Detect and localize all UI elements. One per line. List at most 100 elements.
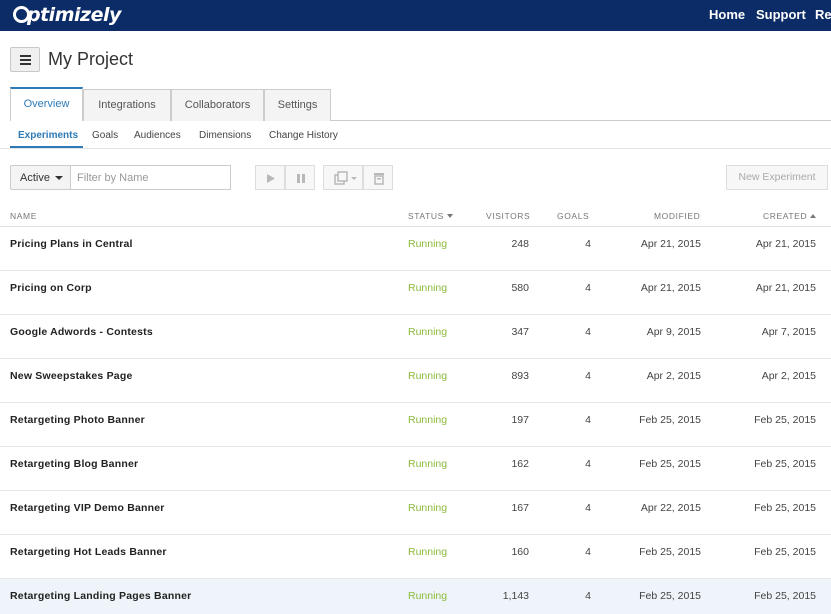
modified-cell: Apr 22, 2015 [640, 502, 701, 514]
status-filter-value: Active [20, 172, 50, 184]
status-cell: Running [408, 590, 448, 602]
sort-asc-icon [810, 214, 817, 218]
tab-collaborators[interactable]: Collaborators [171, 89, 264, 121]
goals-cell: 4 [585, 546, 591, 558]
table-row[interactable]: Pricing on Corp Running 580 4 Apr 21, 2015 Ap… [0, 271, 831, 315]
modified-cell: Apr 21, 2015 [640, 282, 701, 294]
table-row[interactable]: Retargeting Hot Leads Banner Running 160 4 F… [0, 535, 831, 579]
archive-icon [374, 173, 384, 185]
experiment-name-link[interactable]: New Sweepstakes Page [10, 370, 133, 382]
filter-by-name-input[interactable] [70, 165, 231, 190]
column-header-name[interactable]: NAME [10, 211, 37, 221]
status-cell: Running [408, 502, 448, 514]
subtab-audiences[interactable]: Audiences [134, 130, 181, 141]
visitors-cell: 580 [511, 282, 529, 294]
duplicate-icon [334, 171, 357, 185]
created-cell: Apr 21, 2015 [755, 282, 816, 294]
status-cell: Running [408, 326, 448, 338]
table-row[interactable]: Retargeting Blog Banner Running 162 4 Feb 25… [0, 447, 831, 491]
experiment-name-link[interactable]: Google Adwords - Contests [10, 326, 153, 338]
menu-button[interactable] [10, 47, 40, 72]
new-experiment-button[interactable]: New Experiment [726, 165, 828, 190]
created-cell: Apr 7, 2015 [761, 326, 816, 338]
hamburger-icon-bar [20, 63, 31, 65]
pause-icon [297, 174, 305, 183]
column-header-created[interactable]: CREATED [763, 211, 817, 221]
goals-cell: 4 [585, 414, 591, 426]
column-header-goals[interactable]: GOALS [557, 211, 590, 221]
goals-cell: 4 [585, 326, 591, 338]
table-row[interactable]: Google Adwords - Contests Running 347 4 Apr … [0, 315, 831, 359]
table-row[interactable]: New Sweepstakes Page Running 893 4 Apr 2, 20… [0, 359, 831, 403]
column-header-visitors[interactable]: VISITORS [486, 211, 531, 221]
duplicate-button[interactable] [323, 165, 363, 190]
start-button[interactable] [255, 165, 285, 190]
logo-o-mark [13, 6, 30, 23]
experiment-name-link[interactable]: Retargeting Hot Leads Banner [10, 546, 167, 558]
created-cell: Feb 25, 2015 [754, 546, 816, 558]
goals-cell: 4 [585, 282, 591, 294]
sort-desc-icon [446, 214, 453, 218]
created-cell: Feb 25, 2015 [754, 414, 816, 426]
chevron-down-icon [55, 176, 63, 180]
modified-cell: Feb 25, 2015 [639, 414, 701, 426]
created-cell: Apr 2, 2015 [761, 370, 816, 382]
column-header-status[interactable]: STATUS [408, 211, 453, 221]
modified-cell: Apr 2, 2015 [646, 370, 701, 382]
visitors-cell: 893 [511, 370, 529, 382]
experiment-name-link[interactable]: Pricing on Corp [10, 282, 92, 294]
modified-cell: Apr 21, 2015 [640, 238, 701, 250]
created-cell: Feb 25, 2015 [754, 458, 816, 470]
subtab-experiments[interactable]: Experiments [18, 130, 79, 141]
status-cell: Running [408, 546, 448, 558]
tab-settings[interactable]: Settings [264, 89, 331, 121]
project-title: My Project [48, 49, 134, 69]
experiment-name-link[interactable]: Retargeting Blog Banner [10, 458, 139, 470]
modified-cell: Feb 25, 2015 [639, 458, 701, 470]
archive-button[interactable] [363, 165, 393, 190]
status-cell: Running [408, 238, 448, 250]
experiment-name-link[interactable]: Retargeting Photo Banner [10, 414, 145, 426]
table-row[interactable]: Pricing Plans in Central Running 248 4 Apr 2… [0, 227, 831, 271]
table-row[interactable]: Retargeting Landing Pages Banner Running 1… [0, 579, 831, 614]
modified-cell: Apr 9, 2015 [646, 326, 701, 338]
optimizely-logo[interactable]: ptimizely [13, 4, 121, 26]
subtab-active-indicator [10, 146, 83, 148]
experiment-name-link[interactable]: Retargeting Landing Pages Banner [10, 590, 192, 602]
subtab-change-history[interactable]: Change History [269, 130, 338, 141]
pause-button[interactable] [285, 165, 315, 190]
modified-cell: Feb 25, 2015 [639, 546, 701, 558]
nav-resources-link[interactable]: Re [815, 7, 831, 22]
goals-cell: 4 [585, 370, 591, 382]
play-icon [267, 174, 275, 183]
visitors-cell: 167 [511, 502, 529, 514]
goals-cell: 4 [585, 590, 591, 602]
status-filter-select[interactable]: Active [10, 165, 71, 190]
table-header-divider [0, 226, 831, 227]
tab-integrations[interactable]: Integrations [83, 89, 171, 121]
column-header-status-label: STATUS [408, 211, 444, 221]
created-cell: Feb 25, 2015 [754, 502, 816, 514]
nav-support-link[interactable]: Support [756, 7, 806, 22]
subtab-dimensions[interactable]: Dimensions [199, 130, 252, 141]
tab-overview[interactable]: Overview [10, 87, 83, 121]
subtab-goals[interactable]: Goals [92, 130, 119, 141]
experiment-name-link[interactable]: Retargeting VIP Demo Banner [10, 502, 165, 514]
column-header-modified[interactable]: MODIFIED [654, 211, 701, 221]
visitors-cell: 160 [511, 546, 529, 558]
goals-cell: 4 [585, 458, 591, 470]
visitors-cell: 248 [511, 238, 529, 250]
goals-cell: 4 [585, 238, 591, 250]
table-row[interactable]: Retargeting VIP Demo Banner Running 167 4 Ap… [0, 491, 831, 535]
tabs-divider [10, 120, 831, 121]
modified-cell: Feb 25, 2015 [639, 590, 701, 602]
status-cell: Running [408, 414, 448, 426]
nav-home-link[interactable]: Home [709, 7, 746, 22]
created-cell: Apr 21, 2015 [755, 238, 816, 250]
status-cell: Running [408, 370, 448, 382]
column-header-created-label: CREATED [763, 211, 808, 221]
experiment-name-link[interactable]: Pricing Plans in Central [10, 238, 133, 250]
table-row[interactable]: Retargeting Photo Banner Running 197 4 Feb 2… [0, 403, 831, 447]
visitors-cell: 162 [511, 458, 529, 470]
hamburger-icon-bar [20, 59, 31, 61]
